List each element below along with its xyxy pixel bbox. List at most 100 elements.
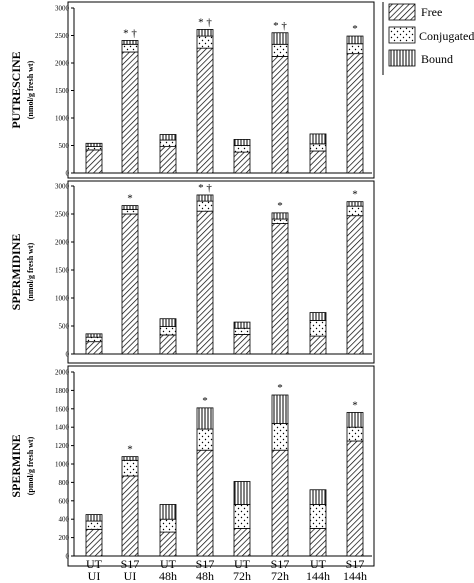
legend-swatch-free [388,3,416,21]
panel-1-bar-bound [309,133,327,145]
xlabel-top-5: UT [234,557,251,571]
legend-label-bound: Bound [421,52,453,66]
panel-3-bar-bound [121,456,139,461]
panel-3-bar-free [159,531,177,557]
xlabel-top-7: UT [310,557,327,571]
panel-3-tick-label: 400 [59,516,70,524]
panel-3-bar-conjugated [121,459,139,477]
legend-label-conjugated: Conjugated [419,29,474,43]
panel-1-bar-conjugated [85,146,103,151]
panel-2-bar-conjugated [346,205,364,217]
panel-3-ylabel: SPERMINE [9,434,23,497]
panel-3-bar-bound [196,407,214,430]
panel-frame-putrescine [67,1,375,179]
panel-3-tick-label: 200 [59,534,70,542]
panel-1-tick-label: 0 [66,170,70,178]
panel-2-bar-bound [271,212,289,220]
panel-3-bar-free [121,475,139,557]
panel-2-bar-conjugated [233,327,251,335]
panel-2-tick-label: 2500 [55,211,70,219]
xlabel-bottom-6: 72h [271,569,289,583]
panel-2-bar-conjugated [159,326,177,336]
panel-3-bar-conjugated [309,504,327,529]
panel-3-bar-bound [159,504,177,520]
xlabel-bottom-5: 72h [233,569,251,583]
panel-2-tick-label: 1500 [55,267,70,275]
panel-3-bar-bound [309,489,327,505]
xlabel-bottom-3: 48h [159,569,177,583]
panel-1-bar-bound [196,29,214,37]
panel-2-tick-label: 1000 [55,295,70,303]
panel-3-significance-mark: * [127,444,133,456]
xlabel-bottom-8: 144h [343,569,367,583]
panel-2-bar-free [346,215,364,355]
panel-3-bar-free [233,528,251,557]
panel-2-significance-mark: * † [198,182,212,194]
panel-1-tick-label: 2000 [55,60,70,68]
xlabel-top-6: S17 [271,557,290,571]
panel-1-tick-label: 2500 [55,32,70,40]
panel-3-bar-conjugated [233,504,251,529]
legend-label-free: Free [421,5,442,19]
legend-swatch-conjugated [388,26,416,44]
panel-2-significance-mark: * [277,200,283,212]
panel-1-significance-mark: * [352,23,358,35]
panel-frame-spermine [67,365,375,567]
panel-3-bar-conjugated [196,428,214,451]
panel-3-significance-mark: * [202,395,208,407]
panel-2-bar-free [159,334,177,355]
panel-3-bar-free [196,449,214,557]
xlabel-top-1: UT [86,557,103,571]
panel-3-bar-bound [346,412,364,428]
panel-1-bar-free [309,150,327,174]
panel-2-bar-bound [85,333,103,338]
panel-1-bar-conjugated [196,35,214,49]
panel-2-bar-conjugated [196,200,214,212]
panel-1-ylabel: PUTRESCINE [9,51,23,128]
xlabel-bottom-4: 48h [196,569,214,583]
panel-3-bar-conjugated [85,520,103,530]
panel-1-bar-bound [346,35,364,45]
panel-1-bar-conjugated [159,139,177,147]
panel-1-bar-conjugated [121,43,139,53]
panel-2-bar-free [121,213,139,355]
panel-1-tick-label: 500 [59,142,70,150]
panel-1-bar-bound [121,40,139,45]
panel-1-yunit: (nmol/g fresh wt) [26,60,35,119]
panel-1-bar-conjugated [233,145,251,153]
panel-2-bar-free [85,341,103,355]
xlabel-bottom-1: UI [88,569,101,583]
xlabel-top-2: S17 [121,557,140,571]
panel-3-bar-bound [85,514,103,522]
panel-2-bar-bound [233,321,251,329]
panel-3-tick-label: 2000 [55,369,70,377]
panel-3-tick-label: 1800 [55,387,70,395]
panel-2-bar-free [196,210,214,355]
xlabel-bottom-2: UI [124,569,137,583]
panel-1-significance-mark: * † [198,16,212,28]
panel-1-significance-mark: * † [273,20,287,32]
panel-2-tick-label: 2000 [55,239,70,247]
panel-3-significance-mark: * [277,382,283,394]
panel-1-bar-conjugated [346,43,364,55]
panel-3-yunit: (pmol/g fresh wt) [26,436,35,495]
panel-2-bar-conjugated [121,209,139,215]
panel-3-significance-mark: * [352,399,358,411]
panel-1-bar-free [159,146,177,174]
panel-1-bar-conjugated [309,143,327,152]
panel-2-tick-label: 0 [66,351,70,359]
panel-1-bar-bound [159,134,177,141]
panel-2-bar-conjugated [85,336,103,343]
panel-2-bar-bound [309,312,327,321]
xaxis-labels: UT S17 UT S17 UT S17 UT S17 UI UI 48h 48… [86,557,367,583]
panel-3-bar-free [346,440,364,557]
panel-2-bar-bound [159,318,177,327]
panel-1-bar-free [121,51,139,174]
panel-2-bar-bound [196,194,214,202]
panel-2-ylabel: SPERMIDINE [9,234,23,311]
panel-1-bar-bound [271,32,289,45]
panel-3-tick-label: 1200 [55,442,70,450]
panel-3-tick-label: 1000 [55,461,70,469]
panel-1-bar-bound [85,142,103,148]
